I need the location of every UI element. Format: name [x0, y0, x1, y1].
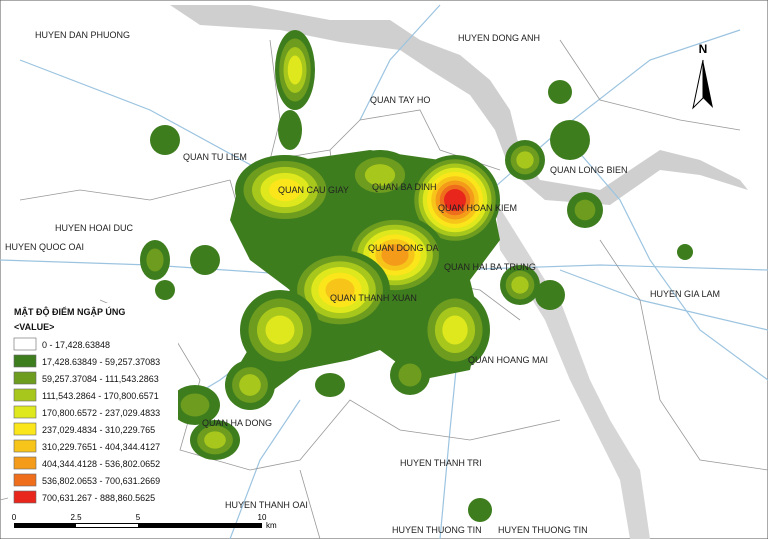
place-label: QUAN BA DINH [372, 182, 437, 192]
heat-blob [550, 120, 590, 160]
place-label: HUYEN THANH OAI [225, 500, 308, 510]
place-label: QUAN DONG DA [368, 243, 439, 253]
place-label: QUAN HOANG MAI [468, 355, 548, 365]
legend-label: 111,543.2864 - 170,800.6571 [42, 391, 159, 401]
heat-blob [511, 276, 529, 294]
legend-swatch [13, 439, 37, 453]
legend-label: 59,257.37084 - 111,543.2863 [42, 374, 159, 384]
heat-blob [381, 244, 409, 266]
north-label: N [699, 42, 708, 56]
place-label: HUYEN QUOC OAI [5, 242, 84, 252]
legend-swatch [13, 371, 37, 385]
labels: HUYEN DAN PHUONG HUYEN DONG ANH QUAN TAY H… [5, 30, 720, 535]
legend-swatch [13, 456, 37, 470]
heat-blob [204, 431, 226, 449]
place-label: QUAN CAU GIAY [278, 185, 349, 195]
legend-swatch [13, 337, 37, 351]
river [170, 5, 748, 205]
legend-swatch [13, 388, 37, 402]
legend-label: 404,344.4128 - 536,802.0652 [42, 459, 160, 469]
legend-label: 237,029.4834 - 310,229.765 [42, 425, 155, 435]
place-label: HUYEN HOAI DUC [55, 223, 134, 233]
legend-label: 17,428.63849 - 59,257.37083 [42, 357, 160, 367]
legend-subtitle: <VALUE> [14, 322, 54, 332]
legend-swatch [13, 422, 37, 436]
legend-label: 536,802.0653 - 700,631.2669 [42, 476, 160, 486]
place-label: QUAN THANH XUAN [330, 293, 417, 303]
place-label: QUAN LONG BIEN [550, 165, 628, 175]
heat-blob [146, 248, 164, 272]
place-label: QUAN HOAN KIEM [438, 203, 517, 213]
heat-blob [548, 80, 572, 104]
place-label: HUYEN DONG ANH [458, 33, 540, 43]
north-arrow-right [703, 60, 713, 108]
scale-tick-label: 10 [258, 513, 267, 522]
legend-swatch [13, 473, 37, 487]
heat-layer [140, 30, 693, 522]
place-label: HUYEN THUONG TIN [498, 525, 588, 535]
heat-blob [444, 189, 466, 211]
heat-blob [265, 315, 295, 345]
heat-blob [155, 280, 175, 300]
heat-blob [269, 178, 301, 202]
heat-blob [315, 373, 345, 397]
legend-box [8, 303, 178, 508]
heat-blob [364, 164, 396, 186]
heat-blob [190, 245, 220, 275]
heat-blob [574, 199, 596, 221]
legend-label: 700,631.267 - 888,860.5625 [42, 493, 155, 503]
scale-unit: km [266, 521, 277, 530]
legend-swatch [13, 354, 37, 368]
heat-blob [442, 315, 468, 345]
place-label: HUYEN GIA LAM [650, 289, 720, 299]
legend-label: 310,229.7651 - 404,344.4127 [42, 442, 160, 452]
place-label: QUAN HAI BA TRUNG [444, 262, 536, 272]
place-label: HUYEN DAN PHUONG [35, 30, 130, 40]
north-arrow-left [692, 59, 704, 110]
place-label: QUAN HA DONG [202, 418, 272, 428]
legend-swatch [13, 490, 37, 504]
scale-tick-label: 2.5 [70, 513, 82, 522]
heat-blob [325, 278, 355, 302]
heat-blob [468, 498, 492, 522]
heat-blob [535, 280, 565, 310]
place-label: HUYEN THUONG TIN [392, 525, 482, 535]
legend-swatch [13, 405, 37, 419]
scale-tick-label: 5 [136, 513, 141, 522]
place-label: QUAN TAY HO [370, 95, 430, 105]
heat-blob [287, 55, 303, 85]
heat-blob [239, 374, 261, 396]
scale-tick-label: 0 [12, 513, 17, 522]
scale-bar-segment [76, 524, 138, 527]
heat-blob [516, 151, 534, 169]
place-label: HUYEN THANH TRI [400, 458, 482, 468]
heat-blob [180, 393, 210, 417]
place-label: QUAN TU LIEM [183, 152, 247, 162]
heat-blob [677, 244, 693, 260]
legend: MẬT ĐỘ ĐIỂM NGẬP ÚNG <VALUE> 0 - 17,428.… [8, 303, 178, 508]
heat-blob [150, 125, 180, 155]
north-arrow: N [692, 42, 713, 110]
legend-label: 170,800.6572 - 237,029.4833 [42, 408, 160, 418]
legend-title: MẬT ĐỘ ĐIỂM NGẬP ÚNG [14, 306, 125, 317]
heat-blob [398, 363, 422, 387]
heat-blob [278, 110, 302, 150]
legend-label: 0 - 17,428.63848 [42, 340, 110, 350]
